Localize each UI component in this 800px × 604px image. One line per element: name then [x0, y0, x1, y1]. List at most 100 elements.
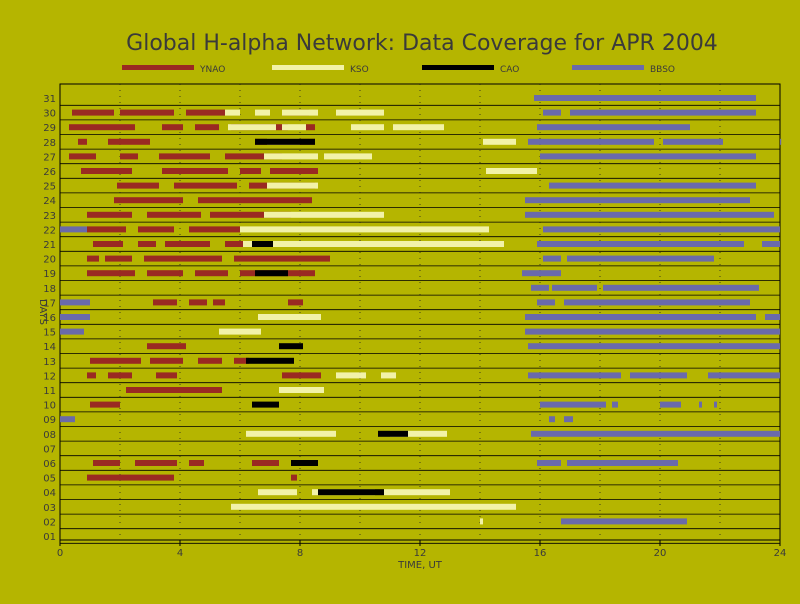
legend-label-ynao: YNAO: [199, 65, 225, 75]
coverage-bar-ynao: [153, 299, 177, 306]
coverage-bar-ynao: [198, 357, 222, 364]
y-tick-label: 06: [43, 459, 56, 470]
coverage-bar-bbso: [531, 430, 780, 437]
coverage-bar-kso: [486, 168, 537, 174]
y-tick-label: 15: [43, 328, 56, 339]
y-tick-label: 09: [43, 415, 56, 426]
coverage-bar-kso: [225, 109, 240, 116]
coverage-bar-ynao: [108, 372, 132, 379]
legend-swatch-bbso: [572, 65, 644, 70]
legend-swatch-kso: [272, 65, 344, 70]
coverage-bar-ynao: [120, 109, 174, 116]
coverage-bar-ynao: [252, 460, 279, 466]
coverage-bar-ynao: [81, 168, 132, 174]
coverage-bar-ynao: [165, 241, 210, 247]
coverage-bar-bbso: [537, 299, 555, 306]
coverage-bar-ynao: [186, 109, 225, 116]
coverage-bar-ynao: [147, 270, 183, 277]
coverage-bar-ynao: [78, 138, 87, 145]
x-axis-label: TIME, UT: [397, 560, 443, 571]
y-tick-label: 03: [43, 503, 56, 514]
coverage-bar-cao: [246, 357, 294, 364]
coverage-bar-ynao: [189, 460, 204, 466]
coverage-bar-ynao: [234, 255, 330, 262]
coverage-bar-ynao: [126, 387, 222, 393]
coverage-bar-kso: [240, 226, 489, 233]
coverage-bar-ynao: [210, 211, 291, 218]
coverage-bar-ynao: [198, 197, 312, 204]
coverage-bar-ynao: [270, 168, 318, 174]
coverage-bar-bbso: [534, 95, 756, 101]
chart-title: Global H-alpha Network: Data Coverage fo…: [126, 31, 718, 56]
coverage-bar-kso: [381, 372, 396, 379]
y-tick-label: 22: [43, 225, 56, 236]
coverage-bar-kso: [282, 109, 318, 116]
coverage-bar-ynao: [159, 153, 210, 160]
coverage-bar-ynao: [162, 124, 183, 131]
y-tick-label: 13: [43, 357, 56, 368]
y-tick-label: 12: [43, 371, 56, 382]
y-tick-label: 11: [43, 386, 56, 397]
y-tick-label: 19: [43, 269, 56, 280]
coverage-bar-bbso: [528, 138, 654, 145]
coverage-bar-ynao: [195, 270, 228, 277]
y-tick-label: 27: [43, 152, 56, 163]
coverage-bar-kso: [351, 124, 384, 131]
coverage-bar-bbso: [531, 284, 549, 291]
coverage-bar-ynao: [162, 168, 228, 174]
legend-swatch-ynao: [122, 65, 194, 70]
coverage-bar-bbso: [525, 211, 774, 218]
coverage-bar-bbso: [612, 401, 618, 408]
coverage-bar-ynao: [69, 124, 135, 131]
y-tick-label: 02: [43, 517, 56, 528]
coverage-bar-bbso: [540, 153, 756, 160]
y-tick-label: 28: [43, 138, 56, 149]
y-tick-label: 16: [43, 313, 56, 324]
coverage-bar-bbso: [528, 372, 621, 379]
coverage-bar-bbso: [708, 372, 780, 379]
coverage-bar-kso: [384, 489, 450, 496]
coverage-bar-ynao: [156, 372, 177, 379]
coverage-bar-bbso: [60, 226, 87, 233]
y-axis: 01 02 03 04 05 06 07 08 09 10 11 12 13 14 15 16 17 18 19 20…: [43, 94, 56, 543]
coverage-bar-kso: [267, 182, 318, 189]
coverage-bar-ynao: [87, 270, 135, 277]
coverage-bar-ynao: [306, 124, 315, 131]
coverage-bar-ynao: [189, 226, 240, 233]
grid: [60, 84, 780, 544]
coverage-bar-ynao: [105, 255, 132, 262]
coverage-bar-bbso: [603, 284, 759, 291]
coverage-bar-cao: [279, 343, 303, 350]
y-tick-label: 21: [43, 240, 56, 251]
x-tick-label: 8: [297, 548, 303, 559]
coverage-bar-ynao: [138, 241, 156, 247]
coverage-bar-cao: [378, 430, 408, 437]
coverage-bar-kso: [279, 387, 324, 393]
y-tick-label: 26: [43, 167, 56, 178]
coverage-bar-bbso: [543, 255, 561, 262]
coverage-bar-kso: [390, 430, 447, 437]
y-tick-label: 20: [43, 255, 56, 266]
coverage-bar-ynao: [120, 153, 138, 160]
coverage-bar-bbso: [543, 109, 561, 116]
coverage-bar-ynao: [135, 460, 177, 466]
coverage-bar-ynao: [69, 153, 96, 160]
y-tick-label: 18: [43, 284, 56, 295]
y-tick-label: 14: [43, 342, 56, 353]
coverage-bar-bbso: [60, 328, 84, 335]
coverage-bar-cao: [252, 401, 279, 408]
legend-label-cao: CAO: [500, 65, 519, 75]
coverage-bar-bbso: [660, 401, 681, 408]
coverage-bar-bbso: [762, 241, 780, 247]
coverage-bar-ynao: [174, 182, 237, 189]
y-tick-label: 17: [43, 298, 56, 309]
coverage-bar-kso: [219, 328, 261, 335]
coverage-bar-cao: [318, 489, 384, 496]
coverage-bar-cao: [252, 241, 273, 247]
coverage-bar-bbso: [663, 138, 723, 145]
coverage-bar-kso: [336, 372, 366, 379]
x-tick-label: 24: [774, 548, 787, 559]
coverage-bar-bbso: [60, 299, 90, 306]
y-tick-label: 05: [43, 474, 56, 485]
